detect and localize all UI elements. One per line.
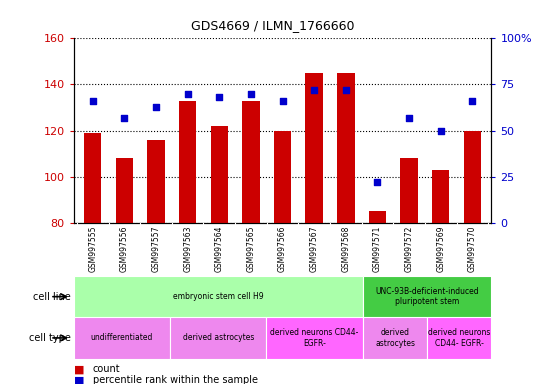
Bar — [306, 73, 323, 223]
Text: GSM997565: GSM997565 — [246, 225, 256, 272]
Point — [405, 114, 413, 121]
Text: GSM997557: GSM997557 — [151, 225, 161, 272]
Text: GSM997570: GSM997570 — [468, 225, 477, 272]
Bar — [211, 126, 228, 223]
Text: derived astrocytes: derived astrocytes — [182, 333, 254, 343]
Bar — [179, 101, 197, 223]
Text: GSM997566: GSM997566 — [278, 225, 287, 272]
Text: GSM997556: GSM997556 — [120, 225, 129, 272]
Point — [341, 87, 350, 93]
Bar — [74, 276, 363, 317]
Text: derived
astrocytes: derived astrocytes — [375, 328, 415, 348]
Bar — [266, 317, 363, 359]
Text: GDS4669 / ILMN_1766660: GDS4669 / ILMN_1766660 — [191, 19, 355, 32]
Point — [152, 104, 161, 110]
Text: GSM997564: GSM997564 — [215, 225, 224, 272]
Point — [247, 91, 256, 97]
Text: ■: ■ — [74, 375, 84, 384]
Bar — [400, 158, 418, 223]
Bar — [274, 131, 291, 223]
Bar — [147, 140, 165, 223]
Bar — [363, 276, 491, 317]
Text: UNC-93B-deficient-induced
pluripotent stem: UNC-93B-deficient-induced pluripotent st… — [375, 287, 479, 306]
Point — [373, 179, 382, 185]
Text: cell type: cell type — [29, 333, 71, 343]
Text: GSM997568: GSM997568 — [341, 225, 351, 272]
Bar — [464, 131, 481, 223]
Bar — [84, 133, 102, 223]
Text: undifferentiated: undifferentiated — [91, 333, 153, 343]
Point — [120, 114, 129, 121]
Point — [88, 98, 97, 104]
Bar — [170, 317, 266, 359]
Bar — [363, 317, 427, 359]
Bar — [116, 158, 133, 223]
Text: GSM997569: GSM997569 — [436, 225, 446, 272]
Point — [278, 98, 287, 104]
Text: ■: ■ — [74, 364, 84, 374]
Text: GSM997563: GSM997563 — [183, 225, 192, 272]
Bar — [432, 170, 449, 223]
Text: percentile rank within the sample: percentile rank within the sample — [93, 375, 258, 384]
Text: derived neurons CD44-
EGFR-: derived neurons CD44- EGFR- — [270, 328, 359, 348]
Point — [215, 94, 224, 101]
Point — [310, 87, 318, 93]
Text: count: count — [93, 364, 121, 374]
Bar — [369, 211, 386, 223]
Point — [183, 91, 192, 97]
Text: GSM997555: GSM997555 — [88, 225, 97, 272]
Point — [468, 98, 477, 104]
Bar — [74, 317, 170, 359]
Bar — [242, 101, 259, 223]
Text: GSM997572: GSM997572 — [405, 225, 414, 272]
Text: cell line: cell line — [33, 291, 71, 302]
Text: GSM997567: GSM997567 — [310, 225, 319, 272]
Bar — [337, 73, 354, 223]
Point — [436, 127, 445, 134]
Text: GSM997571: GSM997571 — [373, 225, 382, 272]
Bar — [427, 317, 491, 359]
Text: embryonic stem cell H9: embryonic stem cell H9 — [173, 292, 264, 301]
Text: derived neurons
CD44- EGFR-: derived neurons CD44- EGFR- — [428, 328, 490, 348]
